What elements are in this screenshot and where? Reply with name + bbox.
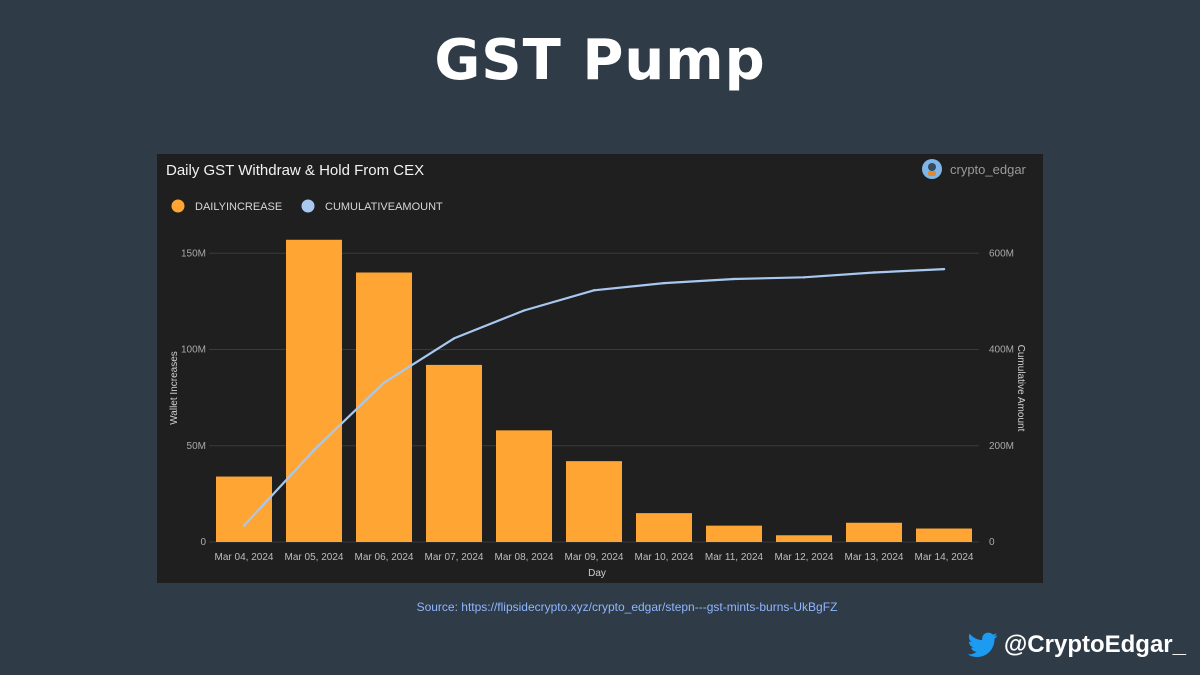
y2-tick-label: 400M xyxy=(989,345,1014,356)
legend-item-dailyincrease[interactable]: DAILYINCREASE xyxy=(171,199,283,214)
social-handle[interactable]: @CryptoEdgar_ xyxy=(967,631,1186,659)
legend-swatch-dailyincrease xyxy=(171,199,185,213)
y2-tick-label: 600M xyxy=(989,248,1014,259)
bar-dailyincrease[interactable] xyxy=(776,535,832,542)
legend-item-cumulativeamount[interactable]: CUMULATIVEAMOUNT xyxy=(301,199,444,214)
chart-svg: Daily GST Withdraw & Hold From CEX crypt… xyxy=(166,159,1027,579)
x-tick-label: Mar 05, 2024 xyxy=(285,552,344,563)
point-cumulativeamount[interactable] xyxy=(242,524,246,527)
bar-dailyincrease[interactable] xyxy=(846,522,902,542)
y-tick-label: 150M xyxy=(181,248,206,259)
bars-layer xyxy=(216,239,972,543)
y-tick-label: 100M xyxy=(181,345,206,356)
x-tick-label: Mar 04, 2024 xyxy=(215,552,274,563)
author-name: crypto_edgar xyxy=(950,162,1027,177)
twitter-bird-icon xyxy=(967,632,998,657)
bar-dailyincrease[interactable] xyxy=(636,513,692,542)
x-tick-label: Mar 07, 2024 xyxy=(425,552,484,563)
x-tick-label: Mar 10, 2024 xyxy=(635,552,694,563)
bar-dailyincrease[interactable] xyxy=(216,476,272,542)
point-cumulativeamount[interactable] xyxy=(522,309,526,312)
x-tick-label: Mar 14, 2024 xyxy=(915,552,974,563)
point-cumulativeamount[interactable] xyxy=(592,289,596,292)
x-tick-label: Mar 11, 2024 xyxy=(705,552,764,563)
legend-label-cumulativeamount: CUMULATIVEAMOUNT xyxy=(325,201,443,213)
point-cumulativeamount[interactable] xyxy=(732,277,736,281)
point-cumulativeamount[interactable] xyxy=(382,381,386,384)
point-cumulativeamount[interactable] xyxy=(942,267,946,271)
y-tick-label: 0 xyxy=(200,537,206,548)
y-tick-label: 50M xyxy=(187,441,206,452)
chart-title: Daily GST Withdraw & Hold From CEX xyxy=(166,162,424,179)
line-layer xyxy=(242,267,946,527)
y2-tick-label: 200M xyxy=(989,441,1014,452)
bar-dailyincrease[interactable] xyxy=(916,528,972,542)
bar-dailyincrease[interactable] xyxy=(426,364,482,542)
bar-dailyincrease[interactable] xyxy=(496,430,552,542)
point-cumulativeamount[interactable] xyxy=(662,281,666,285)
axis-layer: 0 50M 100M 150M 0 200M 400M 600M Mar 04, 2024 Mar… xyxy=(181,248,1014,563)
point-cumulativeamount[interactable] xyxy=(312,448,316,452)
x-tick-label: Mar 06, 2024 xyxy=(355,552,414,563)
y-axis-label: Wallet Increases xyxy=(169,351,180,425)
x-axis-label: Day xyxy=(588,568,606,579)
bar-dailyincrease[interactable] xyxy=(706,525,762,542)
social-handle-text: @CryptoEdgar_ xyxy=(1003,631,1186,658)
point-cumulativeamount[interactable] xyxy=(872,271,876,274)
page-title: GST Pump xyxy=(434,28,766,93)
legend-label-dailyincrease: DAILYINCREASE xyxy=(195,201,282,213)
author-avatar-body xyxy=(928,171,936,176)
legend: DAILYINCREASE CUMULATIVEAMOUNT xyxy=(171,199,444,214)
source-link[interactable]: Source: https://flipsidecrypto.xyz/crypt… xyxy=(416,600,838,614)
x-tick-label: Mar 12, 2024 xyxy=(775,552,834,563)
author-badge[interactable]: crypto_edgar xyxy=(922,159,1027,179)
x-tick-label: Mar 09, 2024 xyxy=(565,552,624,563)
author-avatar-face xyxy=(928,163,936,171)
x-tick-label: Mar 08, 2024 xyxy=(495,552,554,563)
bar-dailyincrease[interactable] xyxy=(566,461,622,542)
chart-panel: Daily GST Withdraw & Hold From CEX crypt… xyxy=(157,154,1043,583)
bar-dailyincrease[interactable] xyxy=(286,239,342,542)
legend-swatch-cumulativeamount xyxy=(301,199,315,213)
bar-dailyincrease[interactable] xyxy=(356,272,412,543)
y2-tick-label: 0 xyxy=(989,537,995,548)
y2-axis-label: Cumulative Amount xyxy=(1015,345,1026,432)
point-cumulativeamount[interactable] xyxy=(802,276,806,279)
x-tick-label: Mar 13, 2024 xyxy=(845,552,904,563)
point-cumulativeamount[interactable] xyxy=(452,337,456,340)
